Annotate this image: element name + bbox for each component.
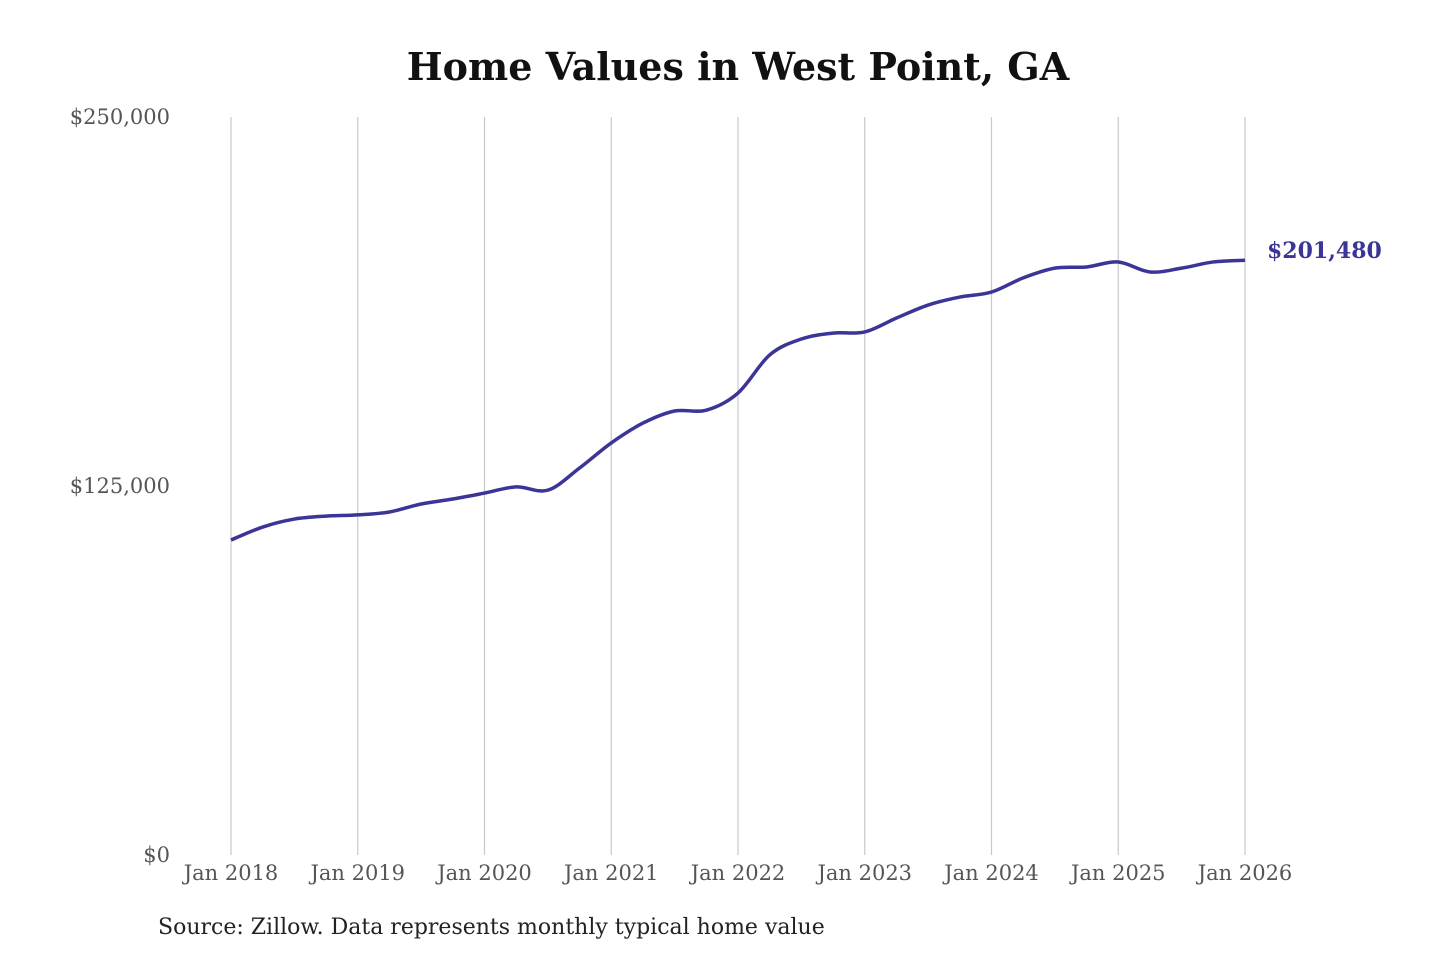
x-tick-label: Jan 2018	[182, 861, 279, 885]
x-tick-label: Jan 2019	[308, 861, 405, 885]
x-tick-label: Jan 2021	[562, 861, 659, 885]
x-tick-label: Jan 2023	[815, 861, 912, 885]
x-tick-label: Jan 2022	[689, 861, 786, 885]
y-tick-label: $125,000	[70, 474, 170, 498]
chart-title: Home Values in West Point, GA	[406, 44, 1070, 89]
x-tick-label: Jan 2024	[942, 861, 1039, 885]
x-tick-label: Jan 2026	[1196, 861, 1293, 885]
y-tick-label: $250,000	[70, 105, 170, 129]
series-line	[230, 258, 1246, 542]
x-tick-label: Jan 2020	[435, 861, 532, 885]
source-note: Source: Zillow. Data represents monthly …	[158, 915, 825, 940]
end-value-label: $201,480	[1267, 238, 1382, 264]
x-tick-label: Jan 2025	[1069, 861, 1166, 885]
y-tick-label: $0	[143, 843, 170, 867]
